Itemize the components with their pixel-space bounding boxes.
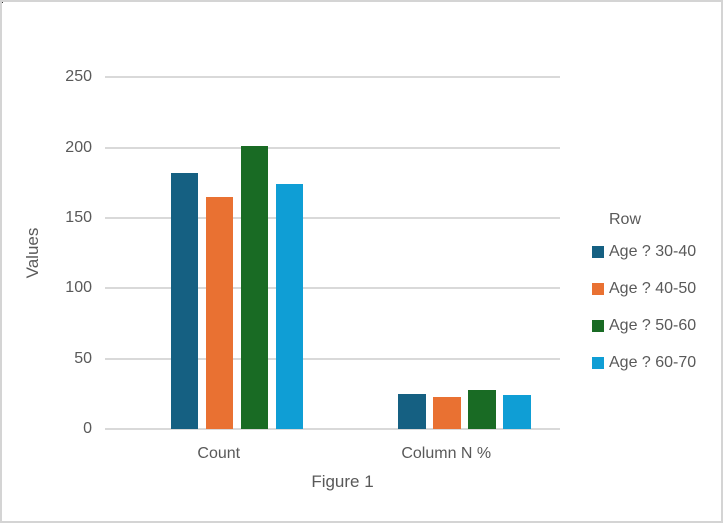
y-tick-label: 50 xyxy=(74,349,92,367)
legend: Row Age ? 30-40 Age ? 40-50 Age ? 50-60 Age… xyxy=(592,212,696,392)
corner-artifact xyxy=(2,2,3,3)
legend-swatch-icon xyxy=(592,319,604,332)
bar xyxy=(240,146,268,429)
legend-item-label: Age ? 50-60 xyxy=(609,317,697,334)
y-tick-label: 250 xyxy=(65,68,92,86)
gridline xyxy=(105,146,560,149)
legend-swatch-icon xyxy=(592,282,604,295)
legend-item-label: Age ? 40-50 xyxy=(609,280,697,297)
gridline xyxy=(105,76,560,79)
bar xyxy=(275,184,303,429)
x-axis-title: Figure 1 xyxy=(311,472,374,491)
legend-swatch-icon xyxy=(592,356,604,369)
legend-item: Age ? 50-60 xyxy=(592,317,697,334)
y-tick-label: 100 xyxy=(65,279,92,297)
y-tick-label: 150 xyxy=(65,208,92,226)
legend-item: Age ? 30-40 xyxy=(592,243,697,260)
legend-items: Age ? 30-40 Age ? 40-50 Age ? 50-60 Age ? 6… xyxy=(592,243,697,371)
legend-item-label: Age ? 30-40 xyxy=(609,243,697,260)
bar xyxy=(170,172,198,429)
x-category-label: Count xyxy=(197,445,241,462)
gridline xyxy=(105,287,560,290)
legend-swatch-icon xyxy=(592,245,604,258)
bar xyxy=(433,396,461,429)
legend-item-label: Age ? 60-70 xyxy=(609,354,697,371)
bar xyxy=(468,389,496,429)
y-axis-title: Values xyxy=(23,227,42,279)
x-category-label: Column N % xyxy=(401,445,492,462)
gridline xyxy=(105,216,560,219)
legend-title: Row xyxy=(609,211,642,228)
bar xyxy=(205,196,233,429)
gridline xyxy=(105,428,560,430)
y-tick-label: 0 xyxy=(83,420,92,437)
y-tick-label: 200 xyxy=(65,138,92,156)
gridline xyxy=(105,357,560,360)
legend-item: Age ? 40-50 xyxy=(592,280,697,297)
bar xyxy=(503,395,531,429)
legend-item: Age ? 60-70 xyxy=(592,354,697,371)
bar xyxy=(398,393,426,429)
